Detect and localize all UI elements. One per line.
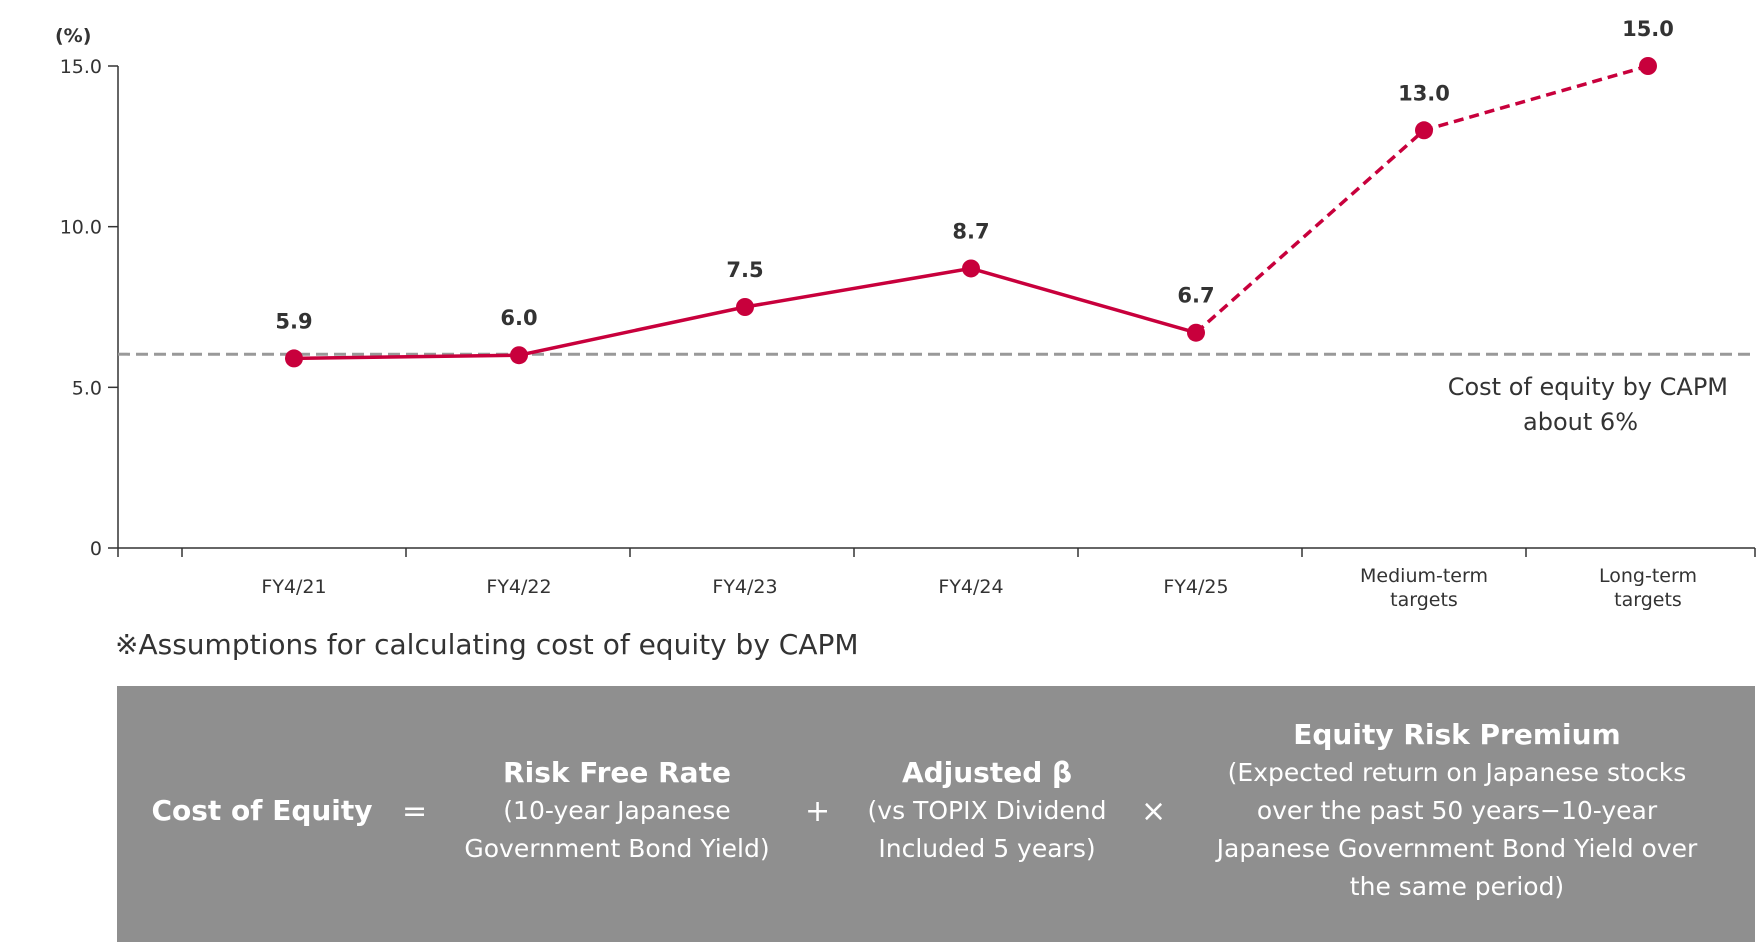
y-tick-label: 0 [90,538,102,560]
risk-free-rate-desc-2: Government Bond Yield) [464,834,770,863]
adjusted-beta-desc-2: Included 5 years) [878,834,1096,863]
data-point [1415,121,1433,140]
y-tick-label: 10.0 [60,217,102,239]
capm-formula-box: Cost of Equity = Risk Free Rate (10-year… [117,686,1755,942]
equity-risk-premium-desc-1: (Expected return on Japanese stocks [1227,758,1687,787]
target-roe-line [1194,64,1649,335]
risk-free-rate-title: Risk Free Rate [503,756,731,789]
times-sign: × [1141,794,1167,829]
capm-assumptions-note: ※Assumptions for calculating cost of equ… [115,628,859,661]
x-category-label: targets [1614,589,1682,611]
cost-of-equity-reference: Cost of equity by CAPM about 6% [118,352,1755,436]
equity-risk-premium-term: Equity Risk Premium (Expected return on … [1172,716,1742,906]
x-category-label: FY4/24 [938,576,1003,598]
x-category-label: FY4/21 [261,576,326,598]
formula-result: Cost of Equity [142,792,382,830]
y-axis-unit-label: (%) [55,25,91,47]
x-category-label: Long-term [1599,565,1697,587]
data-label: 8.7 [952,219,989,243]
data-label: 13.0 [1398,81,1450,105]
data-label: 7.5 [726,258,763,282]
cost-of-equity-label: Cost of Equity [151,794,373,827]
data-label: 5.9 [275,309,312,333]
equity-risk-premium-desc-4: the same period) [1349,872,1565,901]
equals-sign: = [402,794,428,829]
x-category-label: FY4/25 [1163,576,1228,598]
x-axis: FY4/21 FY4/22 FY4/23 FY4/24 FY4/25 Medium-ter… [117,547,1756,611]
risk-free-rate-term: Risk Free Rate (10-year Japanese Governm… [437,754,797,868]
x-category-label: FY4/22 [486,576,551,598]
equity-risk-premium-desc-2: over the past 50 years−10-year [1256,796,1658,825]
data-point [285,349,303,368]
data-point [962,259,980,278]
reference-label: about 6% [1523,408,1638,436]
data-point [736,298,754,316]
x-category-label: targets [1390,589,1458,611]
equity-risk-premium-desc-3: Japanese Government Bond Yield over [1216,834,1698,863]
data-label: 6.7 [1177,284,1214,308]
adjusted-beta-desc-1: (vs TOPIX Dividend [867,796,1107,825]
data-point [1187,323,1205,342]
x-category-label: FY4/23 [712,576,777,598]
data-point [510,346,528,365]
reference-label: Cost of equity by CAPM [1448,373,1728,401]
data-point [1639,57,1657,75]
y-tick-label: 5.0 [72,377,102,399]
adjusted-beta-title: Adjusted β [901,756,1073,789]
data-label: 15.0 [1622,17,1674,41]
roe-line-chart: (%) 05.010.015.0 FY4/21 FY4/22 FY4/23 FY4/2… [55,17,1756,611]
risk-free-rate-desc-1: (10-year Japanese [503,796,731,825]
equity-risk-premium-title: Equity Risk Premium [1293,718,1621,751]
roe-series: 5.9 6.0 7.5 8.7 6.7 13.0 15.0 [275,17,1674,368]
y-axis: 0 5.0 10.0 15.0 [60,56,119,560]
data-label: 6.0 [500,306,537,330]
adjusted-beta-term: Adjusted β (vs TOPIX Dividend Included 5… [837,754,1137,868]
y-tick-label: 15.0 [60,56,102,78]
x-category-label: Medium-term [1360,565,1488,587]
plus-sign: + [805,794,831,829]
